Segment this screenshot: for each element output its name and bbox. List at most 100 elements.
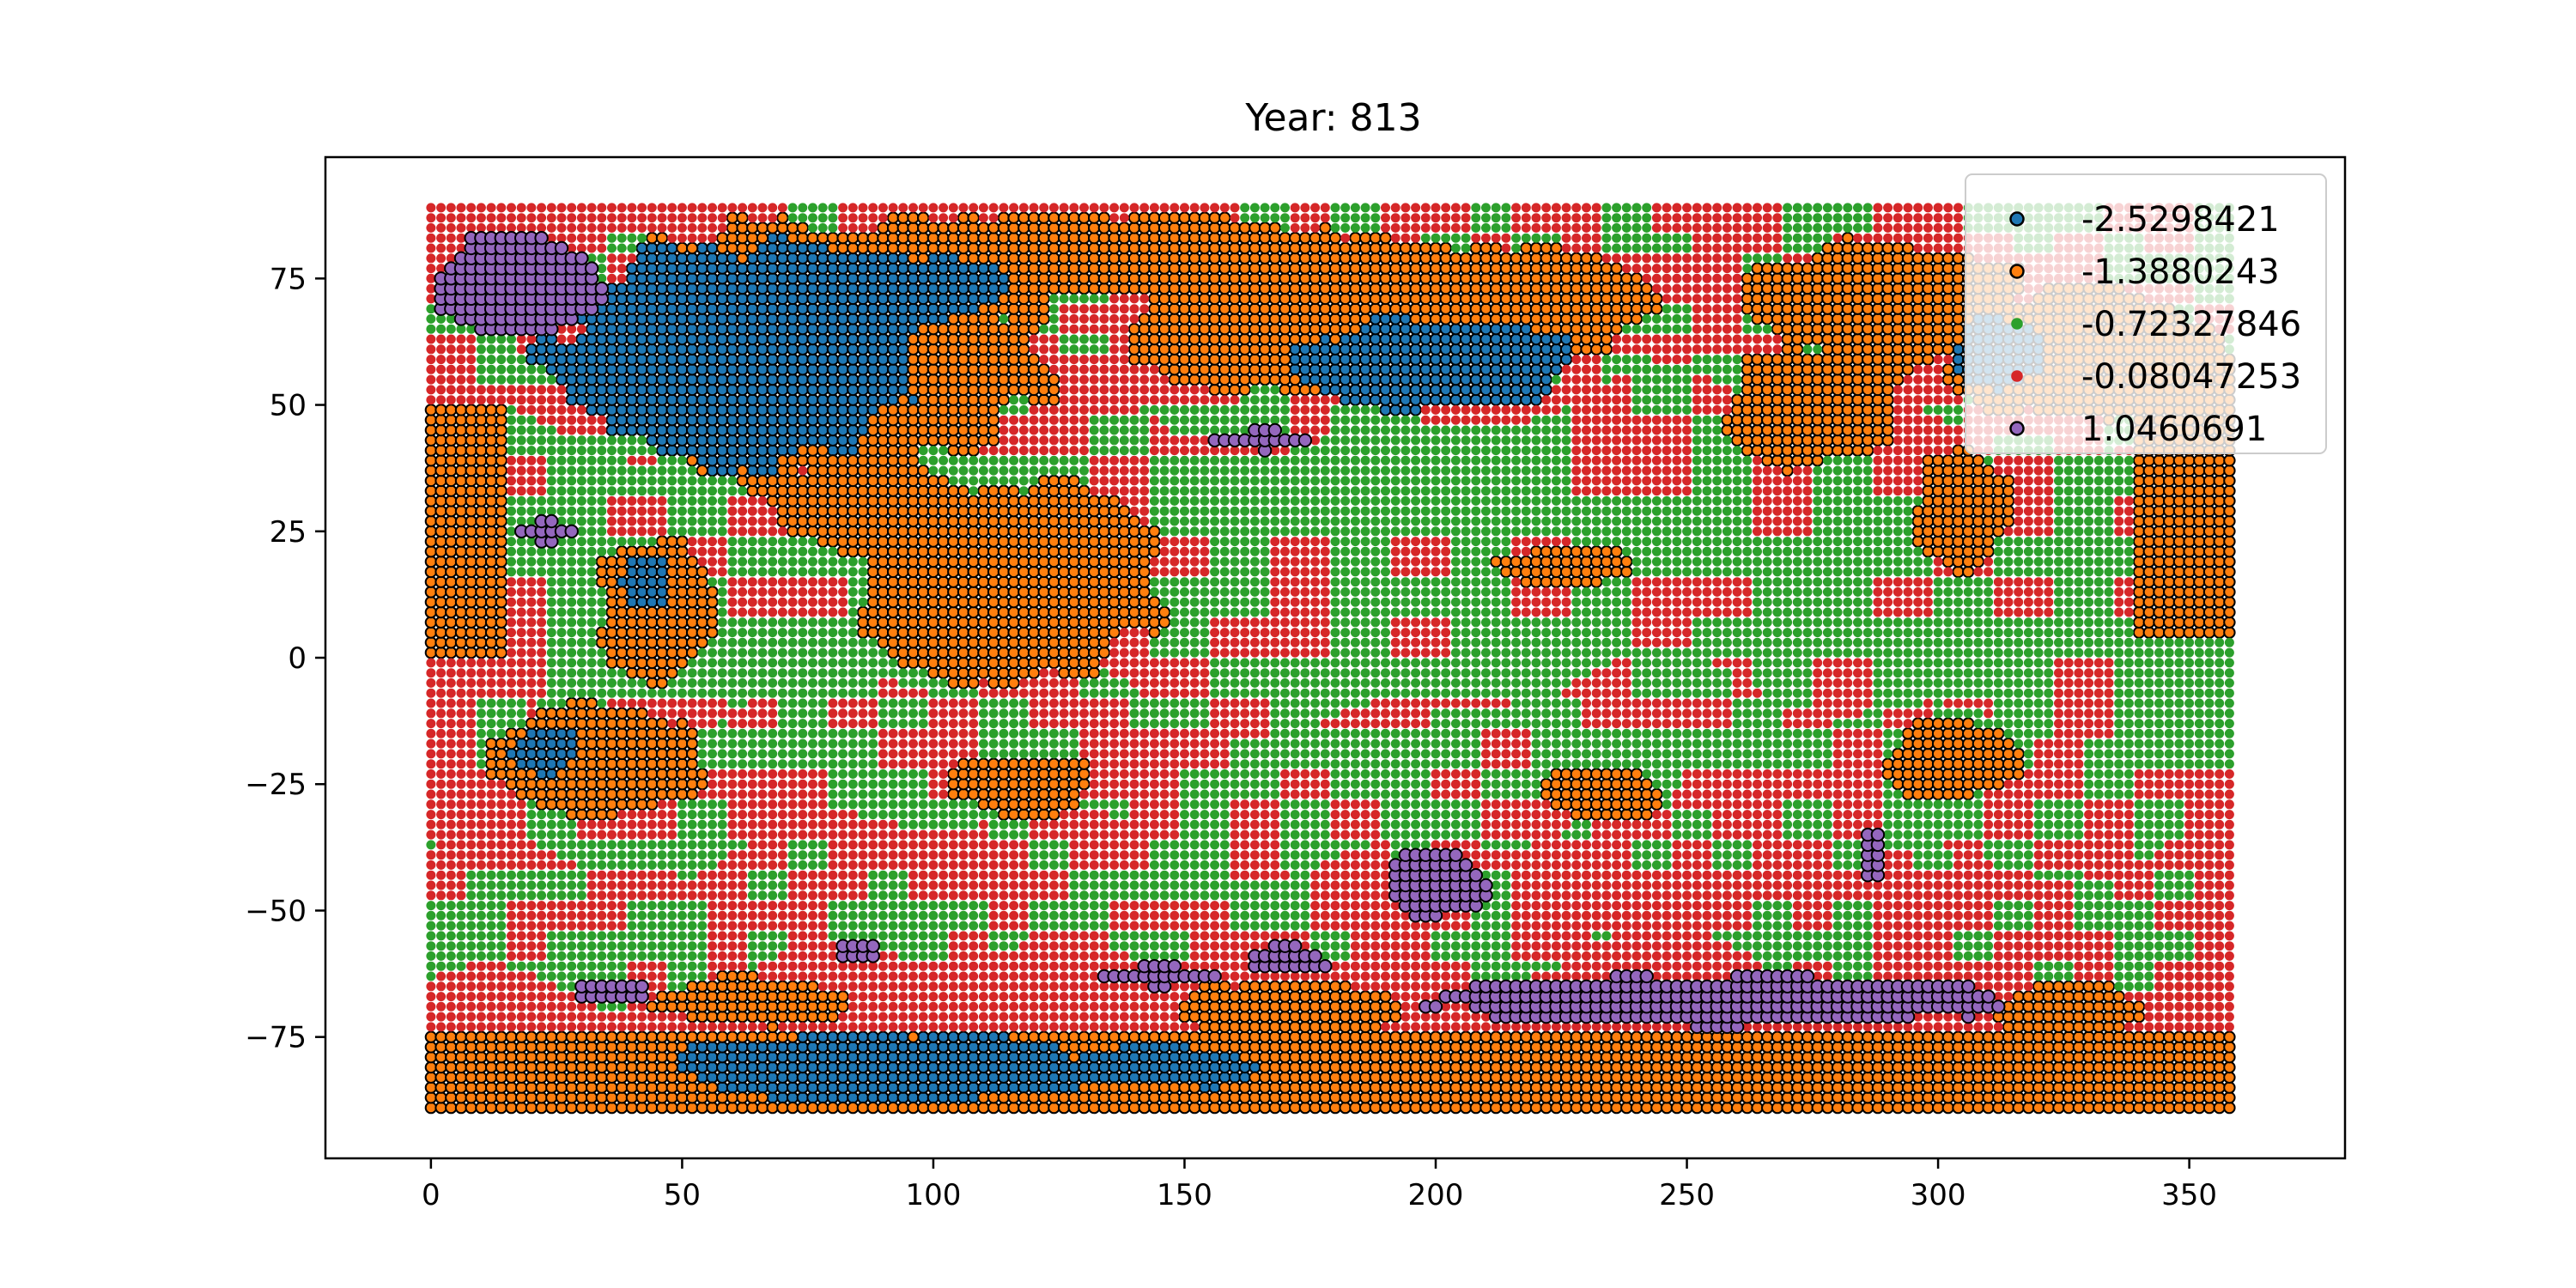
- data-point: [1198, 1020, 1212, 1034]
- data-point: [2213, 586, 2226, 598]
- data-point: [1751, 1041, 1764, 1054]
- data-point: [736, 332, 749, 346]
- data-point: [1529, 383, 1543, 397]
- data-point: [2072, 1081, 2086, 1094]
- data-point: [866, 332, 879, 346]
- data-point: [565, 1060, 578, 1074]
- data-point: [625, 747, 639, 761]
- data-point: [836, 464, 849, 477]
- data-point: [726, 282, 739, 295]
- data-point: [1741, 414, 1754, 427]
- data-point: [886, 1081, 900, 1094]
- data-point: [1258, 1010, 1272, 1024]
- data-point: [1328, 1051, 1342, 1064]
- data-point: [817, 1000, 829, 1013]
- data-point: [786, 444, 799, 457]
- data-point: [866, 323, 879, 336]
- data-point: [1148, 545, 1161, 558]
- data-point: [1399, 393, 1413, 406]
- data-point: [1218, 353, 1231, 366]
- data-point: [1700, 1051, 1714, 1064]
- data-point: [1540, 1071, 1552, 1084]
- data-point: [2213, 514, 2226, 528]
- data-point: [1018, 353, 1030, 366]
- data-point: [1048, 656, 1060, 670]
- data-point: [1037, 393, 1050, 406]
- data-point: [1178, 1091, 1191, 1104]
- data-point: [685, 353, 699, 366]
- data-point: [927, 495, 940, 507]
- data-point: [595, 1091, 608, 1104]
- data-point: [1550, 575, 1563, 588]
- data-point: [1067, 474, 1081, 488]
- data-point: [997, 605, 1011, 619]
- data-point: [2132, 565, 2146, 579]
- data-point: [896, 414, 910, 427]
- data-point: [1640, 787, 1653, 801]
- data-point: [646, 666, 659, 679]
- data-point: [1048, 1060, 1060, 1074]
- data-point: [796, 262, 809, 275]
- data-point: [817, 414, 829, 427]
- data-point: [1851, 323, 1864, 336]
- data-point: [1218, 1030, 1231, 1043]
- data-point: [2063, 1101, 2075, 1115]
- data-point: [1148, 332, 1161, 346]
- data-point: [434, 555, 447, 568]
- data-point: [1007, 656, 1020, 670]
- data-point: [957, 1081, 970, 1094]
- data-point: [1298, 1000, 1312, 1013]
- data-point: [866, 535, 879, 548]
- data-point: [605, 717, 618, 730]
- data-point: [2093, 1060, 2105, 1074]
- data-point: [766, 1000, 779, 1013]
- data-point: [665, 1091, 678, 1104]
- data-point: [565, 1041, 578, 1054]
- data-point: [1419, 1041, 1432, 1054]
- data-point: [445, 596, 458, 609]
- data-point: [1449, 393, 1462, 406]
- data-point: [605, 414, 618, 427]
- data-point: [1670, 1091, 1684, 1104]
- data-point: [937, 1041, 950, 1054]
- data-point: [987, 1101, 1000, 1115]
- data-point: [465, 484, 477, 497]
- data-point: [1379, 393, 1392, 406]
- data-point: [1559, 332, 1573, 346]
- data-point: [1831, 332, 1844, 346]
- data-point: [1078, 1091, 1091, 1104]
- data-point: [886, 332, 900, 346]
- data-point: [2112, 1060, 2125, 1074]
- data-point: [1821, 1101, 1834, 1115]
- data-point: [886, 313, 900, 325]
- data-point: [917, 596, 930, 609]
- data-point: [977, 495, 990, 507]
- data-point: [1097, 1060, 1111, 1074]
- data-point: [635, 596, 648, 609]
- data-point: [635, 1071, 648, 1084]
- data-point: [1660, 1060, 1674, 1074]
- data-point: [646, 363, 659, 376]
- data-point: [826, 414, 840, 427]
- data-point: [847, 383, 860, 397]
- data-point: [1088, 1091, 1101, 1104]
- data-point: [937, 525, 950, 538]
- data-point: [786, 525, 799, 538]
- data-point: [746, 302, 759, 315]
- data-point: [525, 768, 538, 781]
- data-point: [2132, 1071, 2146, 1084]
- data-point: [655, 565, 669, 579]
- data-point: [1982, 545, 1995, 558]
- data-point: [826, 262, 840, 275]
- data-point: [1781, 1051, 1794, 1064]
- data-point: [635, 1101, 648, 1115]
- data-point: [685, 768, 699, 781]
- data-point: [646, 626, 659, 639]
- data-point: [655, 393, 669, 406]
- data-point: [2193, 1060, 2206, 1074]
- data-point: [676, 423, 689, 437]
- data-point: [2093, 1101, 2105, 1115]
- data-point: [685, 434, 699, 447]
- data-point: [1710, 1071, 1723, 1084]
